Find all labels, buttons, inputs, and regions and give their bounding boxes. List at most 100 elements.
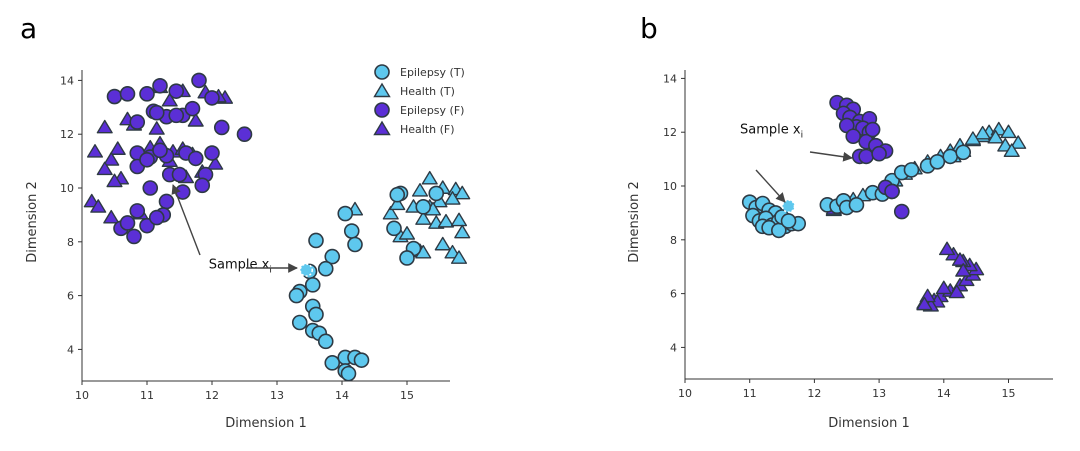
panel-a-point-epilepsy-f — [204, 145, 220, 161]
panel-a-point-epilepsy-t — [324, 248, 341, 265]
panel-a-point-epilepsy-t — [353, 352, 370, 368]
panel-b-point-epilepsy-t — [848, 197, 865, 213]
panel-a-point-health-f — [106, 173, 123, 188]
panel-a-point-epilepsy-t — [308, 232, 324, 249]
panel-a-point-health-f — [161, 92, 178, 107]
panel-a-point-health-t — [454, 224, 471, 239]
panel-a-point-health-t — [411, 182, 429, 197]
panel-b-sample-label: Sample xi — [740, 123, 803, 141]
panel-a-point-epilepsy-t — [317, 333, 334, 350]
panel-b-point-epilepsy-t — [780, 213, 797, 229]
panel-a-sample-label: Sample xi — [209, 258, 272, 276]
panel-a-point-epilepsy-f — [171, 166, 188, 183]
legend-marker — [374, 102, 390, 118]
panel-a-point-epilepsy-t — [343, 223, 360, 239]
panel-a-point-epilepsy-t — [389, 186, 406, 203]
panel-b-sample-arrow-right — [809, 151, 853, 162]
panel-a-x-tick-label: 12 — [205, 389, 219, 402]
panel-a-x-tick-label: 10 — [75, 389, 89, 402]
panel-b-point-epilepsy-f — [893, 203, 910, 220]
panel-b-x-tick-label: 10 — [678, 387, 692, 400]
panel-a-plot-area: 10 11 12 13 14 15 4 6 8 10 12 14 Sample xi — [60, 70, 471, 402]
legend-label: Epilepsy (T) — [400, 66, 465, 79]
panel-b-marks — [741, 94, 1027, 312]
panel-b-point-health-t — [974, 125, 991, 140]
panel-a-point-epilepsy-t — [386, 220, 402, 237]
panel-b-point-health-f — [935, 280, 952, 295]
panel-a-point-epilepsy-t — [288, 287, 305, 304]
panel-a-point-epilepsy-t — [291, 314, 308, 331]
panel-a-point-health-f — [90, 199, 107, 213]
panel-b-y-tick-label: 14 — [663, 72, 677, 85]
panel-b-plot-area: 10 11 12 13 14 15 4 6 8 10 12 14 Sample xi — [663, 70, 1053, 400]
panel-b-point-epilepsy-f — [871, 145, 887, 162]
panel-a-point-epilepsy-f — [129, 114, 146, 130]
panel-a-sample-marker — [299, 263, 313, 277]
panel-a-point-health-f — [187, 113, 204, 127]
panel-a-point-health-t — [415, 211, 432, 225]
legend: Epilepsy (T) Health (T) Epilepsy (F) Health… — [373, 64, 465, 136]
panel-a-sample-arrow-up — [171, 184, 201, 256]
panel-a-point-epilepsy-f — [213, 119, 230, 136]
panel-a-point-epilepsy-f — [191, 72, 207, 89]
panel-b-point-health-t — [1000, 124, 1017, 139]
legend-marker — [373, 82, 391, 98]
panel-a-point-epilepsy-f — [158, 193, 175, 210]
panel-a-point-epilepsy-t — [347, 236, 363, 253]
panel-b-sample-arrow — [755, 169, 786, 203]
panel-a-ticks: 10 11 12 13 14 15 4 6 8 10 12 14 — [60, 74, 414, 402]
panel-a-marks — [83, 72, 471, 382]
legend-label: Health (T) — [400, 85, 455, 98]
legend-label: Health (F) — [400, 123, 455, 136]
panel-a-y-tick-label: 6 — [67, 290, 74, 303]
panel-b-ticks: 10 11 12 13 14 15 4 6 8 10 12 14 — [663, 72, 1016, 400]
panel-a-point-health-t — [421, 170, 438, 185]
panel-a-y-tick-label: 14 — [60, 74, 74, 87]
panel-a-point-epilepsy-t — [317, 260, 334, 277]
panel-b-y-axis-label: Dimension 2 — [627, 181, 642, 263]
panel-a-point-epilepsy-t — [337, 205, 354, 222]
panel-b-sample-subscript: i — [801, 131, 804, 141]
panel-a: a 10 11 12 13 14 15 4 6 8 10 12 14 Sample xi Dimens… — [20, 12, 471, 431]
panel-a-point-epilepsy-f — [119, 86, 136, 102]
panel-b-point-epilepsy-t — [942, 148, 959, 165]
panel-a-point-health-t — [434, 236, 451, 251]
panel-a-x-tick-label: 11 — [140, 389, 154, 402]
panel-a-point-epilepsy-f — [139, 151, 155, 168]
panel-a-point-epilepsy-f — [148, 104, 165, 121]
panel-a-letter: a — [20, 12, 37, 45]
panel-a-point-health-t — [398, 226, 416, 240]
panel-b-point-health-t — [1010, 135, 1027, 149]
panel-a-point-health-t — [437, 213, 455, 228]
panel-b-point-health-f — [951, 252, 969, 266]
panel-a-point-epilepsy-f — [152, 142, 168, 159]
panel-b-point-epilepsy-t — [929, 154, 946, 170]
legend-label: Epilepsy (F) — [400, 104, 464, 117]
panel-a-point-epilepsy-t — [308, 306, 324, 323]
panel-b-point-health-f — [955, 263, 972, 277]
panel-a-point-epilepsy-t — [399, 250, 415, 266]
panel-a-point-epilepsy-f — [204, 90, 220, 106]
panel-b-y-tick-label: 10 — [663, 180, 677, 193]
panel-a-y-tick-label: 4 — [67, 343, 74, 356]
panel-a-y-tick-label: 10 — [60, 182, 74, 195]
panel-a-point-health-f — [103, 152, 120, 166]
panel-b-y-tick-label: 12 — [663, 126, 677, 139]
panel-b-y-tick-label: 8 — [670, 234, 677, 247]
panel-b-point-epilepsy-t — [955, 144, 972, 161]
panel-a-point-health-f — [148, 121, 165, 135]
panel-a-point-epilepsy-f — [168, 107, 185, 124]
panel-b-y-tick-label: 4 — [670, 341, 677, 354]
panel-a-point-epilepsy-f — [129, 203, 146, 219]
panel-a-point-health-t — [454, 185, 471, 200]
panel-b: b 10 11 12 13 14 15 4 6 8 10 12 14 Sample xi Dimens… — [627, 12, 1053, 431]
panel-a-point-epilepsy-f — [142, 180, 159, 196]
panel-b-point-epilepsy-f — [858, 148, 874, 165]
panel-b-point-epilepsy-f — [884, 183, 900, 200]
panel-a-point-health-f — [96, 161, 113, 176]
panel-b-annotations: Sample xi — [740, 123, 853, 213]
legend-marker — [373, 120, 391, 136]
panel-a-point-epilepsy-t — [428, 185, 445, 202]
panel-b-x-tick-label: 11 — [743, 387, 757, 400]
